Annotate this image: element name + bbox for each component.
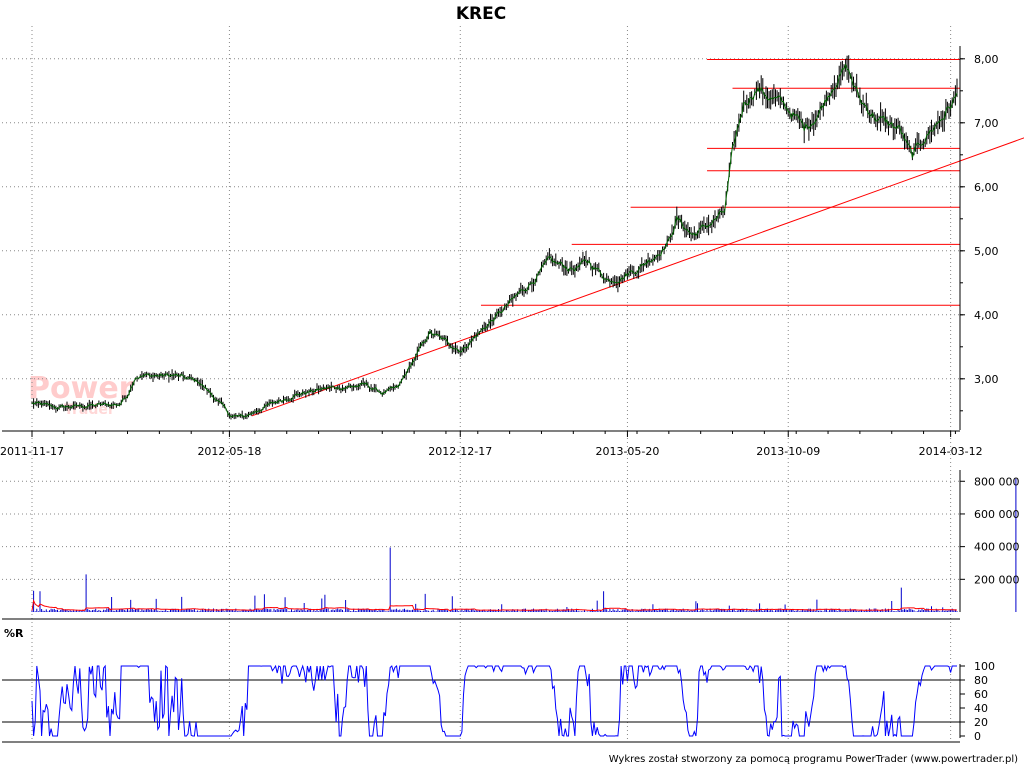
wr-tick-label: 40	[974, 702, 988, 715]
wr-tick-label: 20	[974, 716, 988, 729]
date-tick-label: 2013-05-20	[595, 445, 659, 458]
wr-tick-label: 100	[974, 660, 995, 673]
footer-credit: Wykres został stworzony za pomocą progra…	[609, 754, 1018, 765]
williams-r-panel	[2, 664, 960, 738]
date-tick-label: 2013-10-09	[756, 445, 820, 458]
price-tick-label: 6,00	[974, 181, 999, 194]
date-tick-label: 2012-12-17	[428, 445, 492, 458]
volume-tick-label: 800 000	[974, 475, 1020, 488]
ohlc-bars	[31, 55, 958, 420]
grid-layer	[2, 26, 960, 742]
date-tick-label: 2014-03-12	[919, 445, 983, 458]
williams-r-label: %R	[4, 627, 24, 640]
volume-tick-label: 200 000	[974, 573, 1020, 586]
wr-tick-label: 0	[974, 730, 981, 743]
date-tick-label: 2012-05-18	[197, 445, 261, 458]
price-tick-label: 8,00	[974, 53, 999, 66]
wr-tick-label: 80	[974, 674, 988, 687]
date-x-axis: 2011-11-17 2012-05-18 2012-12-17 2013-05-20…	[0, 430, 983, 458]
price-tick-label: 7,00	[974, 117, 999, 130]
volume-average-line	[31, 598, 957, 612]
williams-r-line	[31, 664, 957, 738]
powertrader-watermark: Power Trader	[28, 371, 134, 418]
close-line	[31, 63, 958, 418]
volume-bars	[31, 478, 1017, 612]
price-tick-label: 4,00	[974, 309, 999, 322]
price-tick-label: 3,00	[974, 373, 999, 386]
wr-tick-label: 60	[974, 688, 988, 701]
volume-tick-label: 600 000	[974, 508, 1020, 521]
price-tick-label: 5,00	[974, 245, 999, 258]
chart-title: KREC	[456, 4, 506, 24]
trend-line	[251, 137, 1024, 417]
volume-y-axis: 200 000 400 000 600 000 800 000	[2, 470, 1020, 620]
price-panel	[31, 55, 1024, 420]
volume-tick-label: 400 000	[974, 541, 1020, 554]
price-y-axis: 3,00 4,00 5,00 6,00 7,00 8,00	[959, 46, 999, 430]
volume-panel	[31, 478, 1017, 612]
watermark-main: Power	[28, 371, 134, 406]
date-tick-label: 2011-11-17	[0, 445, 64, 458]
